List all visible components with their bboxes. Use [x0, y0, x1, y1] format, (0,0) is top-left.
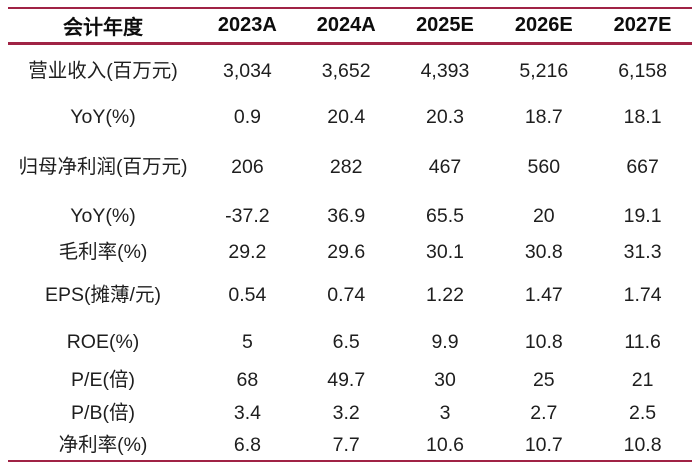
- table-cell: 29.6: [327, 241, 366, 264]
- table-cell: 30.1: [426, 241, 464, 264]
- header-row: 会计年度 2023A 2024A 2025E 2026E 2027E: [8, 7, 692, 45]
- table-cell: 18.1: [623, 105, 662, 128]
- table-cell: 65.5: [426, 205, 464, 228]
- table-row-roe: ROE(%) 5 6.5 9.9 10.8 11.6: [8, 320, 692, 364]
- table-row-net-profit: 归母净利润(百万元) 206 282 467 560 667: [8, 136, 692, 198]
- table-cell: 9.9: [431, 330, 459, 353]
- table-cell: 1.22: [426, 283, 464, 306]
- table-cell: 0.54: [228, 283, 267, 306]
- row-label: ROE(%): [66, 330, 140, 353]
- table-cell: 3.2: [332, 402, 360, 425]
- table-cell: 20.4: [327, 105, 366, 128]
- row-label: P/B(倍): [71, 402, 135, 425]
- table-cell: 19.1: [623, 205, 662, 228]
- financial-forecast-table: 会计年度 2023A 2024A 2025E 2026E 2027E 营业收入(…: [8, 7, 692, 462]
- table-cell: 3: [439, 402, 451, 425]
- row-label: YoY(%): [70, 205, 136, 228]
- table-cell: 3,034: [222, 60, 272, 83]
- table-cell: 282: [329, 155, 363, 178]
- table-cell: 10.7: [494, 430, 594, 462]
- table-cell: 10.6: [395, 430, 495, 462]
- table-cell: 467: [428, 155, 462, 178]
- table-cell: 0.9: [233, 105, 261, 128]
- table-cell: 1.74: [623, 283, 662, 306]
- table-row-pb: P/B(倍) 3.4 3.2 3 2.7 2.5: [8, 397, 692, 430]
- table-cell: 206: [231, 155, 264, 178]
- table-cell: 68: [236, 369, 259, 392]
- table-cell: 31.3: [623, 241, 662, 264]
- header-cell-2027e: 2027E: [593, 7, 692, 45]
- row-label: 营业收入(百万元): [28, 60, 178, 83]
- table-cell: 18.7: [524, 105, 563, 128]
- table-cell: 2.5: [629, 402, 657, 425]
- header-cell-2023a: 2023A: [198, 7, 297, 45]
- table-cell: 3,652: [321, 60, 371, 83]
- table-cell: 29.2: [228, 241, 267, 264]
- table-row-revenue-yoy: YoY(%) 0.9 20.4 20.3 18.7 18.1: [8, 98, 692, 136]
- row-label: 归母净利润(百万元): [18, 155, 188, 178]
- header-cell-2025e: 2025E: [395, 7, 495, 45]
- table-body: 营业收入(百万元) 3,034 3,652 4,393 5,216 6,158 …: [8, 43, 692, 462]
- table-row-net-margin: 净利率(%) 6.8 7.7 10.6 10.7 10.8: [8, 430, 692, 462]
- table-cell: 30: [434, 369, 456, 392]
- table-cell: 667: [626, 155, 659, 178]
- table-cell: 560: [527, 155, 561, 178]
- header-cell-2026e: 2026E: [494, 7, 594, 45]
- table-cell: 1.47: [524, 283, 563, 306]
- table-cell: 2.7: [530, 402, 558, 425]
- table-cell: 5: [241, 330, 253, 353]
- table-cell: 3.4: [233, 402, 261, 425]
- table-row-revenue: 营业收入(百万元) 3,034 3,652 4,393 5,216 6,158: [8, 43, 692, 98]
- table-cell: 30.8: [524, 241, 563, 264]
- table-cell: 49.7: [327, 369, 366, 392]
- header-cell-fiscal-year: 会计年度: [8, 7, 198, 45]
- header-cell-2024a: 2024A: [296, 7, 396, 45]
- table-row-pe: P/E(倍) 68 49.7 30 25 21: [8, 364, 692, 397]
- table-cell: 0.74: [327, 283, 366, 306]
- table-header: 会计年度 2023A 2024A 2025E 2026E 2027E: [8, 7, 692, 45]
- table-cell: 11.6: [624, 330, 661, 353]
- table-cell: 7.7: [296, 430, 396, 462]
- table-cell: 20.3: [426, 105, 464, 128]
- table-container: 会计年度 2023A 2024A 2025E 2026E 2027E 营业收入(…: [8, 7, 692, 462]
- table-cell: 25: [532, 369, 555, 392]
- row-label: 毛利率(%): [58, 241, 148, 264]
- table-cell: 6.8: [198, 430, 297, 462]
- table-cell: 20: [532, 205, 555, 228]
- table-row-eps: EPS(摊薄/元) 0.54 0.74 1.22 1.47 1.74: [8, 270, 692, 320]
- table-cell: 5,216: [519, 60, 569, 83]
- row-label: 净利率(%): [8, 430, 198, 462]
- row-label: EPS(摊薄/元): [45, 283, 161, 306]
- table-cell: 21: [631, 369, 654, 392]
- row-label: YoY(%): [70, 105, 136, 128]
- row-label: P/E(倍): [71, 369, 135, 392]
- table-row-gross-margin: 毛利率(%) 29.2 29.6 30.1 30.8 31.3: [8, 235, 692, 270]
- table-row-net-profit-yoy: YoY(%) -37.2 36.9 65.5 20 19.1: [8, 198, 692, 235]
- table-cell: 6.5: [332, 330, 360, 353]
- table-cell: 6,158: [618, 60, 667, 83]
- table-cell: 36.9: [327, 205, 366, 228]
- table-cell: 10.8: [593, 430, 692, 462]
- table-cell: -37.2: [225, 205, 270, 228]
- table-cell: 4,393: [420, 60, 470, 83]
- table-cell: 10.8: [524, 330, 563, 353]
